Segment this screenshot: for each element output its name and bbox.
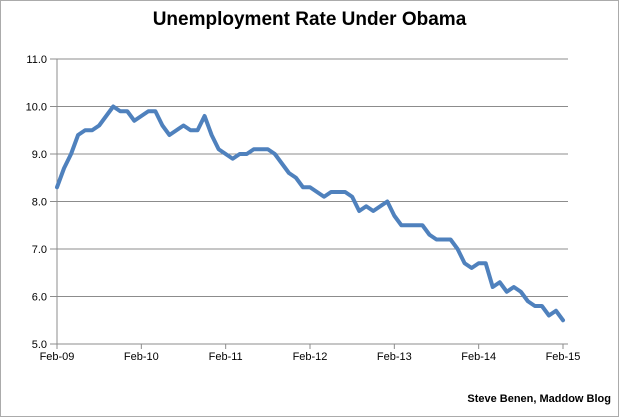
chart-title: Unemployment Rate Under Obama	[152, 9, 467, 30]
y-axis-tick-label: 9.0	[32, 149, 47, 161]
y-axis-tick-label: 11.0	[26, 54, 47, 66]
attribution: Steve Benen, Maddow Blog	[467, 393, 611, 405]
x-axis-tick-label: Feb-11	[209, 351, 243, 363]
y-axis-tick-label: 10.0	[26, 102, 47, 114]
y-axis-tick-label: 7.0	[32, 244, 47, 256]
x-axis-tick-label: Feb-10	[124, 351, 159, 363]
y-axis-tick-label: 8.0	[32, 197, 47, 209]
y-axis-tick-label: 5.0	[32, 339, 47, 351]
x-axis-tick-label: Feb-15	[546, 351, 581, 363]
unemployment-rate-line	[55, 104, 565, 323]
x-axis-tick-label: Feb-12	[293, 351, 328, 363]
y-axis-tick-label: 6.0	[32, 292, 47, 304]
x-axis-tick-label: Feb-09	[40, 351, 75, 363]
x-axis-tick-label: Feb-13	[377, 351, 412, 363]
x-axis-tick-label: Feb-14	[461, 351, 496, 363]
